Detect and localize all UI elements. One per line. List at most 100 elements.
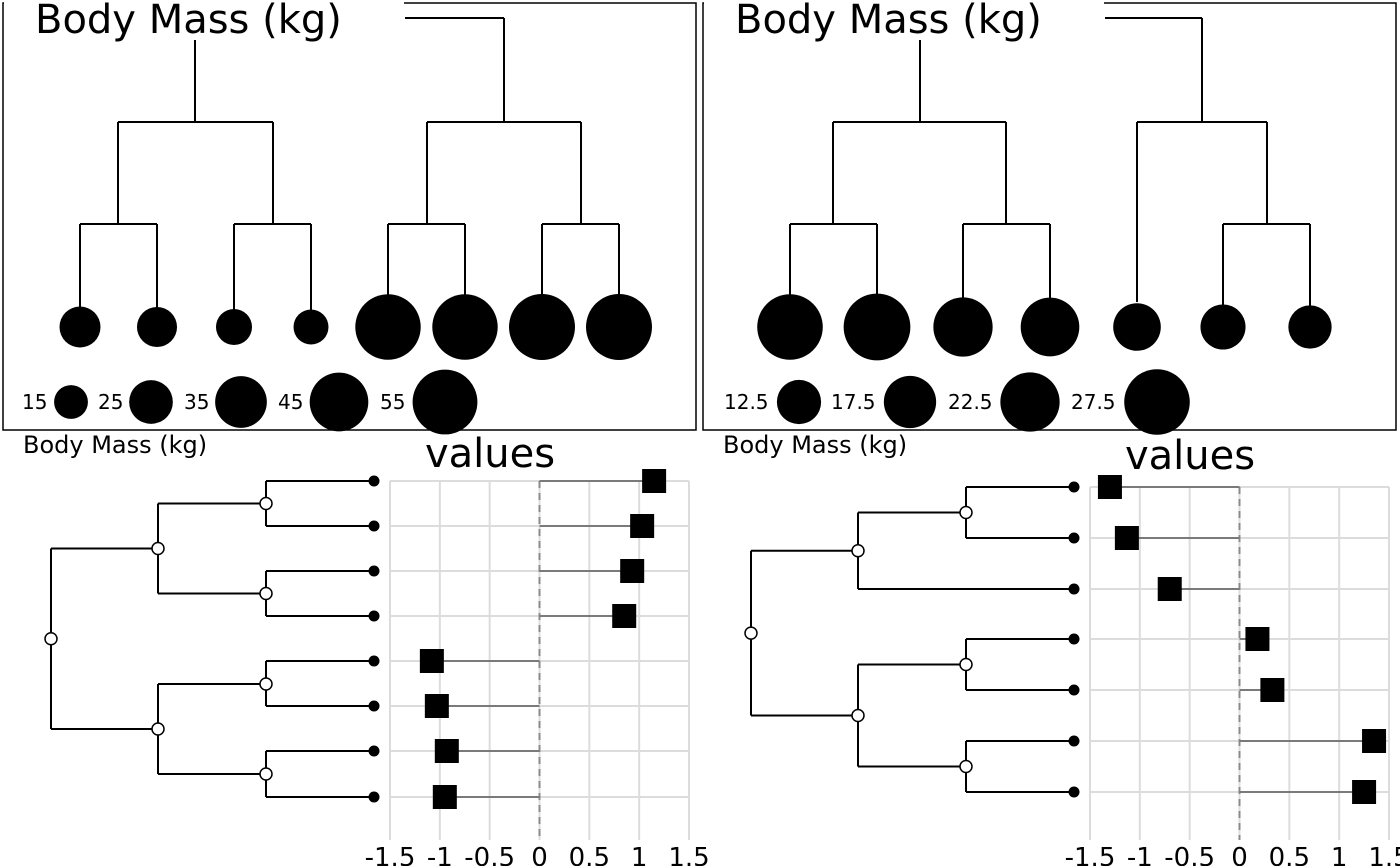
p4-node-circle-l2-0 [851,544,865,558]
p3-tick-0: -1.5 [365,843,416,866]
p4-tip-dot-4 [1068,684,1080,696]
p4-square-0 [1097,475,1122,499]
p4-square-3 [1245,627,1270,651]
panel-1-bubbles [59,294,652,360]
p1-bubble-4 [355,294,421,360]
p2-bubble-4 [1113,303,1161,351]
p4-square-4 [1260,678,1285,702]
p3-square-5 [424,694,449,718]
p4-tip-dot-3 [1068,633,1080,645]
panel-4-values-title: values [1125,433,1255,479]
panel-2-border [702,2,1397,431]
p2-legend-label-2: 22.5 [948,390,993,414]
p1-bubble-5 [432,294,498,360]
panel-4-phylogeny [744,481,1080,798]
panel-3-title: Body Mass (kg) [23,431,207,459]
p4-tick-0: -1.5 [1065,843,1116,866]
p4-square-6 [1352,780,1377,804]
p4-node-circle-l2-1 [851,708,865,723]
p2-bubble-5 [1200,304,1246,350]
panel-4-title: Body Mass (kg) [723,431,907,459]
p3-tick-2: -0.5 [464,843,515,866]
p4-node-circle-l3-1 [959,657,973,672]
p2-legend-label-3: 27.5 [1071,390,1116,414]
p3-node-circle-l3-3 [259,767,273,781]
panel-2-size-legend: 12.5 17.5 22.5 27.5 [724,369,1190,435]
p1-bubble-2 [215,308,253,346]
p3-square-0 [642,469,667,493]
p3-tick-4: 0.5 [569,843,610,866]
p4-tick-1: -1 [1127,843,1153,866]
p3-tick-3: 0 [531,843,548,866]
p1-legend-label-2: 35 [184,390,209,414]
p1-legend-label-4: 55 [380,390,405,414]
p3-square-7 [432,785,457,809]
panel-4: Body Mass (kg) values -1.5 -1 -0.5 0 0.5 1 1.5 [723,431,1400,866]
panel-3-lollipops [419,469,667,809]
panel-2-title: Body Mass (kg) [735,0,1042,43]
p4-tip-dot-2 [1068,583,1080,595]
p1-legend-bubble-0 [54,385,88,419]
panel-4-lollipops [1097,475,1387,804]
p3-node-circle-l3-0 [259,496,273,511]
p3-node-circle-l3-1 [259,586,273,601]
panel-3: Body Mass (kg) values -1.5 -1 -0.5 0 0.5 1 1.5 [23,431,710,866]
panel-1: Body Mass (kg) 15 25 35 45 55 [2,0,697,435]
p4-tip-dot-5 [1068,735,1080,747]
p3-tip-dot-3 [368,610,380,622]
p3-square-4 [419,649,444,673]
p4-tick-4: 0.5 [1269,843,1310,866]
p4-tip-dot-6 [1068,786,1080,798]
p4-tick-3: 0 [1231,843,1248,866]
p1-bubble-1 [136,306,178,348]
p4-node-circle-l3-0 [959,505,973,520]
p1-bubble-3 [293,309,329,345]
p3-tip-dot-1 [368,520,380,532]
panel-3-x-ticks: -1.5 -1 -0.5 0 0.5 1 1.5 [365,843,710,866]
p3-tick-6: 1.5 [668,843,709,866]
p3-node-circle-l2-1 [151,722,165,736]
panel-1-border [2,2,697,431]
p2-bubble-0 [757,294,823,360]
p4-tip-dot-0 [1068,481,1080,493]
p3-tip-dot-2 [368,565,380,577]
p1-legend-bubble-1 [129,380,173,424]
p3-root-circle [44,632,58,646]
p1-legend-bubble-3 [309,372,369,432]
p3-tick-5: 1 [631,843,648,866]
p1-legend-bubble-4 [412,369,478,435]
p3-square-2 [620,559,645,583]
p4-root-circle [744,626,758,640]
panel-1-size-legend: 15 25 35 45 55 [22,369,478,435]
panel-1-title-bg [4,2,404,40]
p1-legend-label-1: 25 [98,390,123,414]
p3-tip-dot-4 [368,655,380,667]
p4-node-circle-l3-2 [959,759,973,774]
p3-tip-dot-6 [368,745,380,757]
p3-node-circle-l2-0 [151,541,165,556]
p3-tip-dot-7 [368,791,380,803]
panel-3-values-title: values [425,431,555,477]
panel-3-phylogeny [44,475,380,803]
p4-tick-5: 1 [1331,843,1348,866]
p3-square-3 [612,604,637,628]
p2-legend-bubble-2 [1000,372,1060,432]
panel-2-dendrogram [789,17,1311,327]
p3-tick-1: -1 [427,843,453,866]
p2-bubble-3 [1020,297,1080,357]
p2-bubble-1 [843,293,911,361]
p2-bubble-6 [1288,305,1332,349]
p1-bubble-0 [59,306,101,348]
p4-square-2 [1157,577,1182,601]
p4-square-5 [1362,729,1387,753]
p2-legend-bubble-1 [883,375,937,429]
panel-4-x-ticks: -1.5 -1 -0.5 0 0.5 1 1.5 [1065,843,1400,866]
p3-node-circle-l3-2 [259,677,273,691]
p4-square-1 [1114,526,1139,550]
p1-bubble-6 [509,294,575,360]
p4-tick-2: -0.5 [1164,843,1215,866]
p2-legend-label-1: 17.5 [831,390,876,414]
p4-tick-6: 1.5 [1368,843,1400,866]
panel-2-title-bg [704,2,1104,40]
